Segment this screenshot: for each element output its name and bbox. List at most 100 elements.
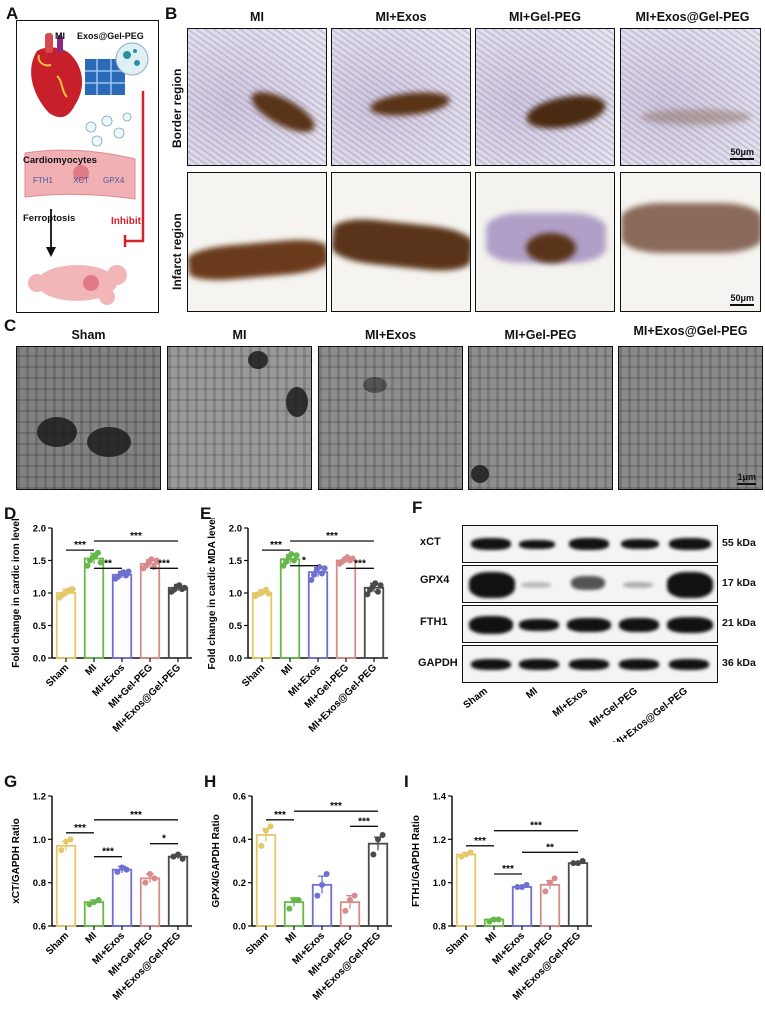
ihc-image-border-mi-exos-gel: 50μm: [620, 28, 761, 166]
bar: [55, 844, 77, 927]
exosome-particles: [85, 112, 132, 147]
data-point: [547, 879, 553, 886]
x-tick-label: Sham: [240, 662, 267, 689]
tem-image-mi-exos: [318, 346, 463, 490]
cardiomyocyte-icon: [24, 149, 136, 200]
blot-strip-fth1: [462, 605, 718, 643]
y-tick-label: 1.4: [433, 792, 447, 803]
bar: [111, 573, 133, 659]
data-point: [323, 871, 330, 877]
panel-label-a: A: [6, 4, 19, 23]
bar: [139, 877, 161, 927]
data-point: [364, 591, 371, 598]
blot-strip-gapdh: [462, 645, 718, 683]
y-tick-label: 0.4: [233, 835, 247, 846]
blot-lane-labels: Sham MI MI+Exos MI+Gel-PEG MI+Exos@Gel-P…: [462, 685, 690, 742]
ihc-col-mi: MI: [250, 10, 264, 24]
data-point: [119, 864, 125, 871]
y-axis-label: Fold change in cardic MDA level: [207, 518, 218, 670]
data-point: [375, 836, 381, 843]
data-point: [69, 586, 76, 593]
ihc-image-infarct-mi-exos: [331, 172, 471, 312]
bar: [511, 886, 533, 927]
data-point: [181, 584, 188, 591]
y-tick-label: 2.0: [33, 524, 46, 535]
exosome-icon: [115, 42, 149, 76]
tem-col-mi-exos-gel: MI+Exos@Gel-PEG: [633, 324, 748, 338]
significance-label: ***: [326, 531, 338, 542]
data-point: [58, 847, 65, 854]
y-axis-label: FTH1/GAPDH Ratio: [411, 815, 422, 907]
significance-label: ***: [474, 836, 486, 847]
significance-label: ***: [130, 531, 142, 542]
tem-col-mi-exos: MI+Exos: [364, 328, 417, 342]
data-point: [370, 851, 377, 858]
data-point: [519, 884, 525, 890]
data-point: [148, 556, 155, 563]
bar: [335, 559, 357, 659]
y-tick-label: 0.6: [33, 922, 46, 933]
x-tick-label: MI: [283, 930, 299, 946]
data-point: [267, 823, 274, 830]
data-point: [147, 871, 153, 877]
data-point: [288, 551, 295, 557]
cardiomyocytes-label: Cardiomyocytes: [23, 155, 97, 166]
data-point: [295, 897, 302, 903]
data-point: [491, 916, 497, 923]
data-point: [463, 851, 469, 858]
panel-label-c: C: [4, 316, 17, 335]
y-tick-label: 1.0: [433, 878, 446, 889]
bar: [55, 592, 77, 659]
chart-iron-level: Fold change in cardic iron level 0.0 0.5 1.…: [11, 518, 192, 735]
data-point: [84, 562, 91, 569]
data-point: [142, 879, 149, 886]
data-point: [94, 549, 101, 556]
inhibit-label: Inhibit: [111, 216, 141, 227]
data-point: [291, 897, 297, 903]
x-tick-label: Sham: [44, 930, 71, 957]
data-point: [293, 552, 300, 559]
data-point: [314, 892, 321, 899]
x-tick-label: MI: [483, 930, 499, 946]
tem-col-mi-gel: MI+Gel-PEG: [504, 328, 577, 342]
y-tick-label: 1.2: [433, 835, 446, 846]
data-point: [542, 888, 549, 895]
panel-label-g: G: [4, 772, 18, 791]
y-tick-label: 1.0: [33, 589, 46, 600]
data-point: [467, 849, 474, 856]
tem-image-mi-exos-gel: 1μm: [618, 346, 763, 490]
bar: [279, 558, 301, 659]
blot-lane-mi-exos: MI+Exos: [551, 685, 590, 719]
bar: [363, 586, 385, 659]
data-point: [379, 832, 386, 838]
blot-strip-xct: [462, 525, 718, 563]
data-point: [290, 557, 297, 564]
scale-bar-tem: 1μm: [737, 472, 756, 485]
ihc-image-border-mi-gel: [475, 28, 615, 166]
ihc-image-border-mi: [187, 28, 327, 166]
data-point: [114, 868, 121, 875]
data-point: [318, 570, 325, 577]
blot-protein-gapdh: GAPDH: [418, 657, 458, 669]
data-point: [579, 858, 586, 864]
y-tick-label: 1.0: [229, 589, 242, 600]
significance-label: ***: [158, 558, 170, 569]
y-tick-label: 2.0: [229, 524, 242, 535]
significance-label: ***: [354, 558, 366, 569]
data-point: [95, 897, 102, 903]
data-point: [351, 892, 358, 899]
ferroptosis-label: Ferroptosis: [23, 213, 76, 224]
data-point: [67, 836, 74, 843]
significance-label: ***: [530, 821, 542, 832]
significance-label: *: [162, 834, 166, 845]
data-point: [151, 875, 158, 882]
data-point: [175, 851, 181, 858]
y-axis-label: Fold change in cardic iron level: [11, 518, 22, 668]
y-tick-label: 0.5: [33, 621, 47, 632]
panel-label-e: E: [200, 504, 212, 523]
x-tick-label: MI: [279, 662, 295, 678]
significance-label: ***: [130, 810, 142, 821]
chart-mda-level: Fold change in cardic MDA level 0.0 0.5 1.0…: [207, 518, 388, 735]
